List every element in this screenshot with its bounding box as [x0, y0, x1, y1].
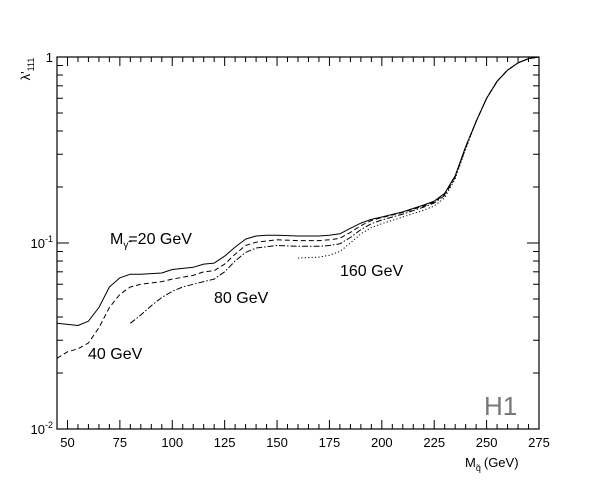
annotation-20gev-text: =20 GeV: [128, 231, 192, 248]
x-tick-label: 225: [423, 435, 445, 450]
x-axis-label-main: M: [465, 455, 476, 470]
series-line-dashdot: [129, 56, 540, 324]
x-ticks: 50 75 100 125 150 175 200 225 250 275: [60, 57, 550, 450]
x-axis-label: Mq̃ (GeV): [465, 455, 519, 473]
x-tick-label: 100: [161, 435, 183, 450]
annotation-80gev: 80 GeV: [214, 290, 269, 307]
series-line-dotted: [297, 56, 540, 259]
y-tick-label-base: 10: [31, 422, 45, 437]
y-tick-label-exp: -1: [45, 234, 53, 244]
y-tick-label-base: 1: [46, 50, 53, 65]
series-layer: [56, 56, 540, 359]
x-tick-label: 125: [214, 435, 236, 450]
annotation-20gev-prefix: M: [110, 231, 123, 248]
h1-watermark: H1: [484, 391, 517, 421]
x-axis-label-unit: (GeV): [484, 455, 519, 470]
y-tick-label: 1: [46, 50, 53, 65]
y-tick-label-exp: -2: [45, 420, 53, 430]
annotation-160gev: 160 GeV: [340, 263, 403, 280]
x-axis-label-sub: q̃: [476, 463, 481, 473]
y-ticks: 10-210-11: [31, 50, 539, 437]
y-tick-label: 10-2: [31, 420, 53, 437]
annotation-40gev: 40 GeV: [88, 346, 143, 363]
x-tick-label: 50: [60, 435, 74, 450]
x-tick-label: 275: [528, 435, 550, 450]
y-axis-label-main: λ': [18, 71, 33, 80]
x-tick-label: 250: [476, 435, 498, 450]
x-tick-label: 150: [266, 435, 288, 450]
series-line-dashed: [56, 56, 540, 359]
series-line-solid: [56, 56, 540, 326]
y-tick-label: 10-1: [31, 234, 53, 251]
y-tick-label-base: 10: [31, 236, 45, 251]
y-axis-label: λ'111: [18, 58, 36, 81]
y-axis-label-sub: 111: [26, 58, 36, 72]
annotation-20gev: Mγ̃=20 GeV: [110, 231, 192, 251]
annotation-20gev-sub: γ̃: [123, 240, 132, 251]
x-tick-label: 200: [371, 435, 393, 450]
x-tick-label: 175: [319, 435, 341, 450]
x-tick-label: 75: [113, 435, 127, 450]
